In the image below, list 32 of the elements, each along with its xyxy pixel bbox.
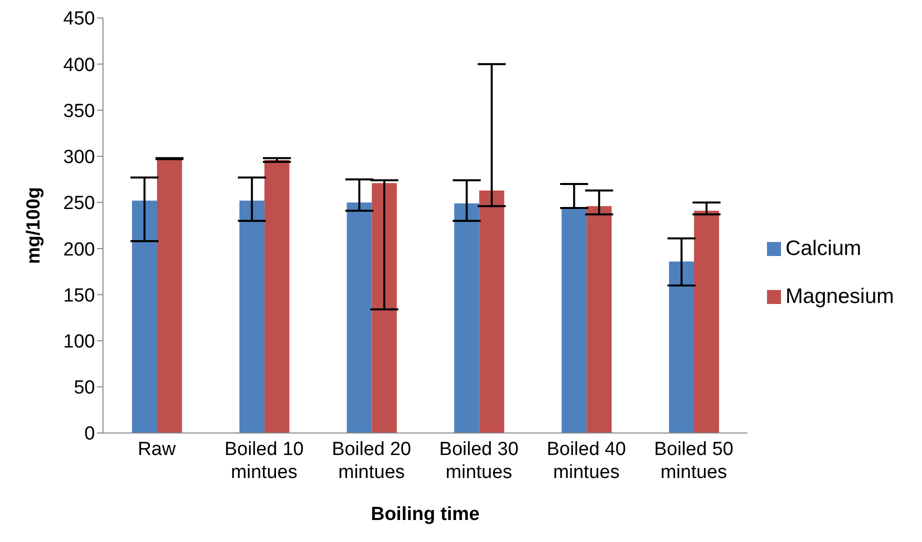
bar	[562, 208, 587, 433]
bar	[132, 200, 157, 433]
bar	[157, 158, 182, 433]
y-tick-label: 350	[63, 100, 95, 122]
bar	[239, 200, 264, 433]
legend-label: Calcium	[785, 237, 862, 260]
bar	[372, 183, 397, 433]
x-tick-label: Boiled 10 mintues	[224, 439, 304, 483]
bar	[586, 206, 612, 433]
x-axis-title: Boiling time	[370, 504, 480, 525]
y-tick-label: 150	[63, 285, 95, 306]
x-tick-label: Boiled 50 mintues	[654, 439, 734, 483]
legend-label: Magnesium	[785, 285, 894, 308]
bar	[694, 210, 720, 433]
bar	[479, 190, 504, 433]
y-tick-label: 50	[74, 378, 95, 399]
y-tick-label: 300	[63, 147, 95, 168]
y-tick-label: 250	[63, 193, 95, 214]
y-tick-label: 400	[63, 54, 95, 76]
bar	[669, 261, 694, 433]
y-tick-label: 100	[63, 332, 95, 353]
y-tick-label: 0	[84, 424, 95, 445]
bar	[346, 202, 372, 433]
bar	[264, 160, 290, 433]
y-axis-title: mg/100g	[24, 186, 45, 264]
x-tick-label: Boiled 20 mintues	[332, 439, 412, 483]
x-tick-label: Boiled 40 mintues	[546, 439, 626, 483]
y-tick-label: 450	[63, 8, 95, 30]
x-tick-label: Raw	[138, 439, 176, 460]
x-tick-label: Boiled 30 mintues	[439, 439, 519, 483]
y-tick-label: 200	[63, 239, 95, 260]
bar	[454, 203, 480, 433]
